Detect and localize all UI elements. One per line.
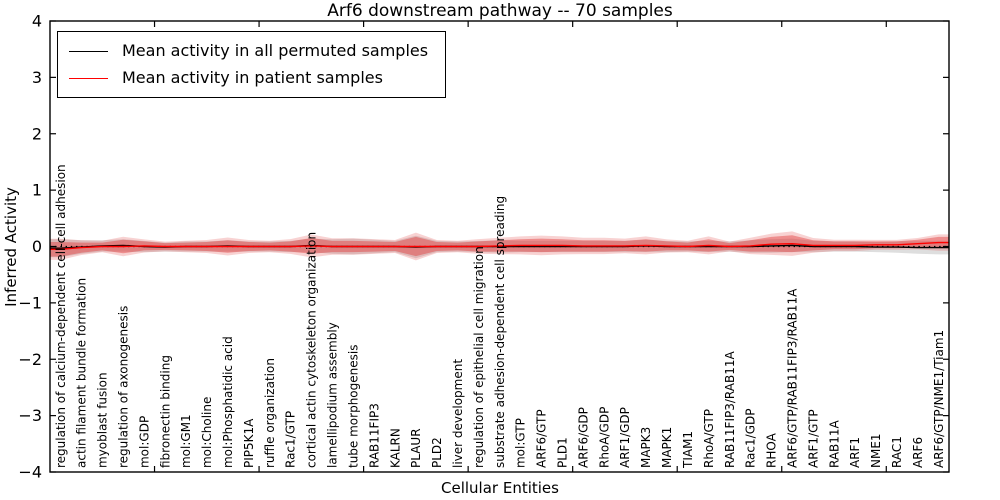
x-tick-label: RHOA: [765, 432, 779, 468]
x-tick-label: RhoA/GDP: [597, 407, 611, 468]
y-tick-label: 1: [32, 181, 42, 200]
patient-mean-line: [50, 241, 949, 250]
x-tick-label: MAPK1: [660, 427, 674, 468]
y-tick-label: 4: [32, 12, 42, 31]
legend-item-patient: Mean activity in patient samples: [69, 67, 428, 89]
y-tick-label: 0: [32, 237, 42, 256]
x-tick-label: TIAM1: [681, 431, 695, 469]
x-tick-label: tube morphogenesis: [346, 345, 360, 468]
x-tick-label: ARF6: [911, 437, 925, 468]
legend: Mean activity in all permuted samples Me…: [57, 31, 447, 98]
x-tick-label: lamellipodium assembly: [326, 322, 340, 468]
x-tick-label: NME1: [869, 433, 883, 468]
x-tick-label: ARF1: [848, 437, 862, 468]
y-tick-label: −3: [18, 406, 42, 425]
x-tick-label: Rac1/GDP: [744, 409, 758, 468]
y-axis-label: Inferred Activity: [2, 187, 20, 307]
x-tick-label: mol:GM1: [179, 414, 193, 468]
x-tick-label: ARF6/GTP/RAB11FIP3/RAB11A: [785, 288, 799, 468]
legend-label-permuted: Mean activity in all permuted samples: [122, 41, 429, 60]
x-tick-label: RAC1: [890, 436, 904, 468]
x-tick-label: PLAUR: [409, 428, 423, 468]
x-axis-label: Cellular Entities: [441, 479, 559, 497]
x-tick-label: RAB11FIP3/RAB11A: [723, 351, 737, 468]
x-tick-label: RAB11A: [827, 419, 841, 468]
x-tick-label: RhoA/GTP: [702, 409, 716, 468]
x-tick-label: cortical actin cytoskeleton organization: [305, 232, 319, 468]
x-tick-label: regulation of epithelial cell migration: [472, 246, 486, 468]
y-tick-label: 3: [32, 68, 42, 87]
chart-title: Arf6 downstream pathway -- 70 samples: [327, 1, 673, 21]
x-tick-label: KALRN: [388, 428, 402, 468]
legend-item-permuted: Mean activity in all permuted samples: [69, 40, 428, 62]
x-tick-label: MAPK3: [639, 427, 653, 468]
x-tick-label: mol:GTP: [514, 418, 528, 468]
x-tick-label: ARF1/GDP: [618, 407, 632, 468]
x-tick-label: PLD1: [556, 437, 570, 468]
x-tick-label: liver development: [451, 359, 465, 468]
legend-line-permuted-icon: [69, 50, 108, 52]
x-tick-label: actin filament bundle formation: [75, 278, 89, 468]
x-tick-label: regulation of calcium-dependent cell-cel…: [54, 164, 68, 468]
x-tick-label: ruffle organization: [263, 358, 277, 468]
legend-line-patient-icon: [69, 77, 108, 79]
x-tick-label: RAB11FIP3: [367, 403, 381, 468]
x-tick-label: mol:GDP: [137, 416, 151, 468]
x-tick-label: myoblast fusion: [96, 372, 110, 468]
x-tick-label: ARF6/GTP/NME1/Tiam1: [932, 330, 946, 468]
x-tick-label: regulation of axonogenesis: [116, 306, 130, 468]
x-tick-label: mol:Choline: [200, 397, 214, 468]
x-tick-label: ARF1/GTP: [806, 409, 820, 468]
x-tick-label: ARF6/GDP: [576, 407, 590, 468]
legend-label-patient: Mean activity in patient samples: [122, 68, 383, 87]
x-tick-label: substrate adhesion-dependent cell spread…: [493, 196, 507, 468]
x-tick-label: PIP5K1A: [242, 418, 256, 468]
y-tick-label: −4: [18, 463, 42, 482]
x-tick-label: PLD2: [430, 437, 444, 468]
x-tick-label: ARF6/GTP: [535, 409, 549, 468]
y-tick-label: 2: [32, 124, 42, 143]
y-tick-label: −1: [18, 293, 42, 312]
y-tick-label: −2: [18, 350, 42, 369]
x-tick-label: fibronectin binding: [158, 355, 172, 468]
x-tick-label: mol:Phosphatidic acid: [221, 336, 235, 468]
x-tick-label: Rac1/GTP: [284, 411, 298, 468]
